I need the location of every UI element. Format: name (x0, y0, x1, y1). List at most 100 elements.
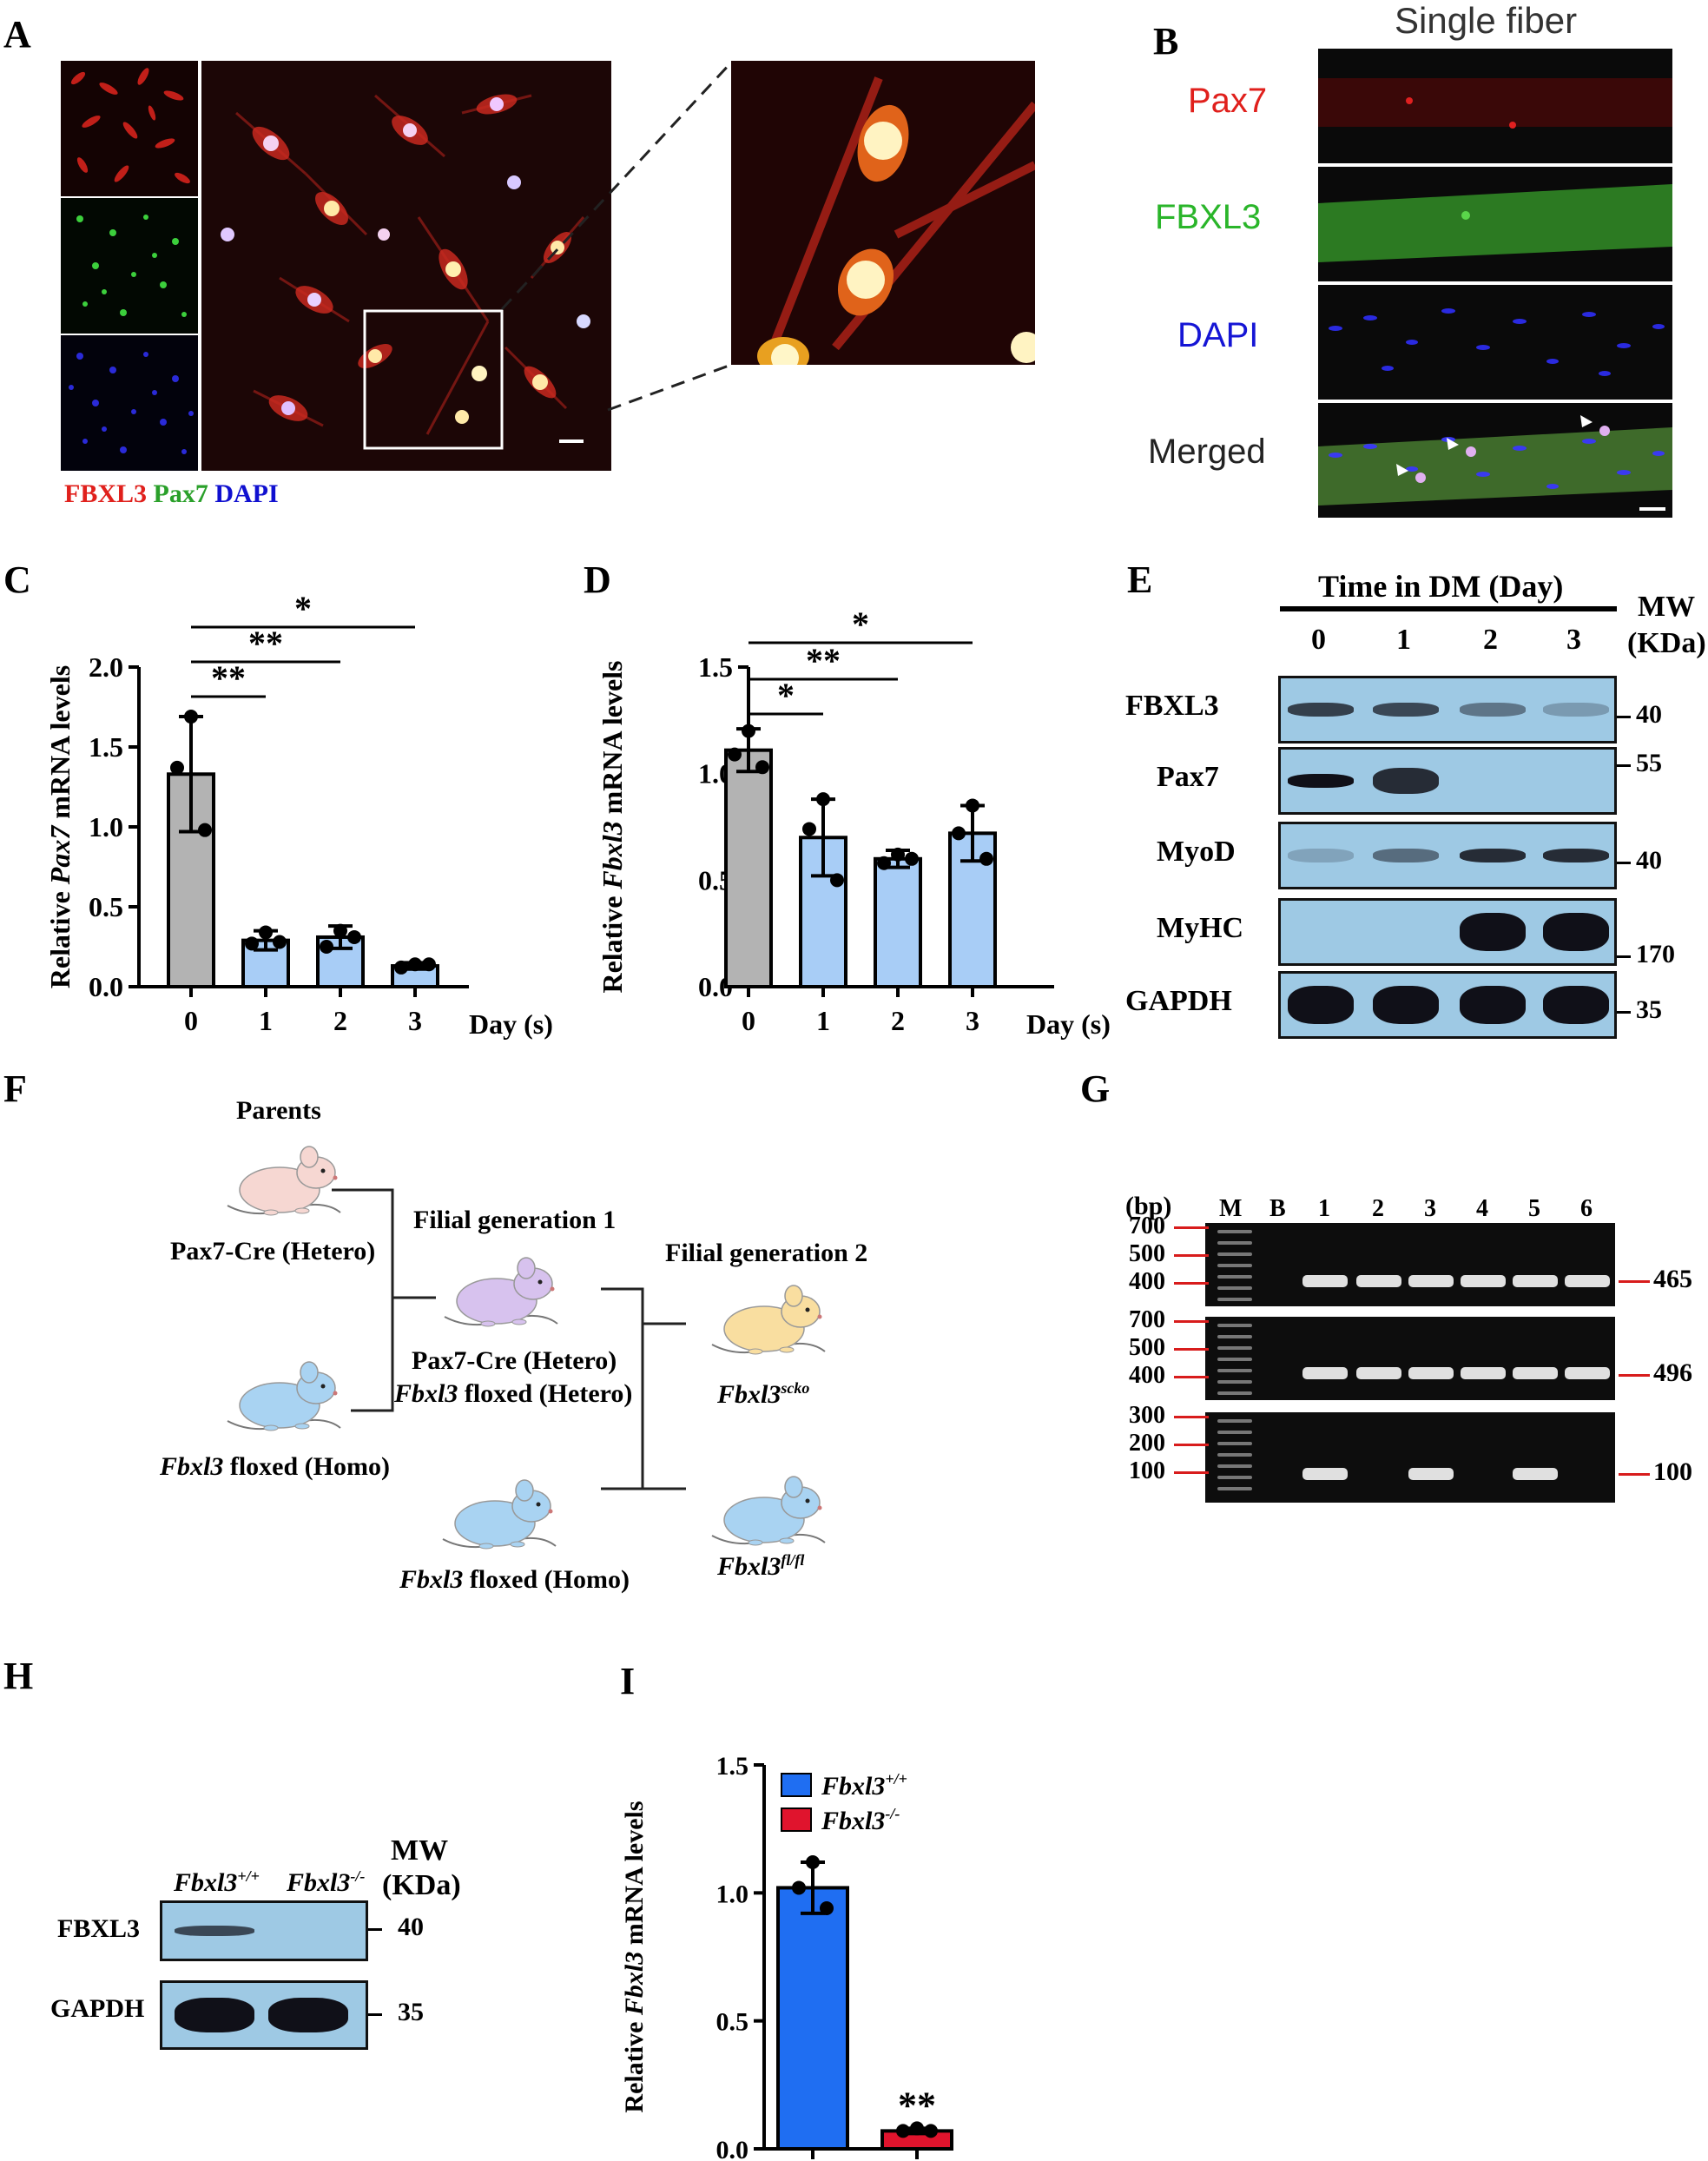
y-tick-label: 2.0 (89, 651, 123, 683)
ylabel-part: Relative (620, 2015, 649, 2112)
significance-label: ** (806, 641, 841, 680)
mouse-foot (510, 1541, 525, 1548)
lane-label: 2 (1372, 1195, 1384, 1222)
blot-strip (1278, 747, 1617, 815)
gene-italic: Fbxl3 (399, 1565, 464, 1594)
protein-band (175, 1926, 254, 1936)
panel-label-c: C (3, 558, 31, 601)
ylabel-gene: Pax7 (44, 824, 76, 886)
lane-label: 4 (1476, 1195, 1488, 1222)
ylabel-part: mRNA levels (597, 660, 628, 821)
mouse-eye (805, 1498, 810, 1503)
data-point (273, 935, 287, 949)
protein-band (1288, 774, 1354, 788)
data-point (877, 856, 891, 870)
blot-strip (160, 1900, 368, 1961)
mouse-nose (550, 1286, 555, 1292)
ladder-band (1217, 1431, 1252, 1434)
marker-line (1174, 1282, 1209, 1285)
mouse-foot (263, 1209, 279, 1216)
label-rest: floxed (Homo) (223, 1452, 390, 1481)
ladder-band (1217, 1346, 1252, 1350)
data-point (333, 923, 347, 938)
panel-label-e: E (1127, 558, 1153, 601)
panel-label-f: F (3, 1067, 27, 1110)
breeding-scheme (332, 1188, 686, 1490)
arrowhead-3 (1580, 415, 1593, 427)
mouse-nose (817, 1314, 822, 1319)
pcr-band (1513, 1468, 1558, 1480)
protein-band (1373, 986, 1439, 1024)
product-size-line (1619, 1374, 1650, 1377)
panel-label-g: G (1080, 1067, 1111, 1110)
arrowhead-1 (1447, 438, 1459, 450)
data-point (245, 936, 259, 951)
lane-label: 5 (1528, 1195, 1540, 1222)
single-fiber-title: Single fiber (1395, 0, 1578, 41)
blot-strip (1278, 676, 1617, 743)
ylabel-part: mRNA levels (44, 665, 76, 826)
ladder-band (1217, 1230, 1252, 1233)
ladder-band (1217, 1419, 1252, 1423)
data-point (806, 1854, 820, 1869)
x-tick-label: 0 (184, 1005, 198, 1036)
blot-strip (1278, 898, 1617, 966)
ylabel-gene: Fbxl3 (620, 1952, 649, 2016)
x-tick-label: 1 (816, 1005, 830, 1036)
blot-row-label: MyoD (1157, 836, 1236, 868)
chart-i: 0.0 0.5 1.0 1.5 Relative Fbxl3 mRNA levels **… (620, 1752, 953, 2161)
fiber-fbxl3-drawing (1318, 184, 1672, 262)
mouse-eye (320, 1384, 326, 1389)
mw-value: 55 (1636, 749, 1662, 777)
significance-label: * (852, 605, 869, 644)
pcr-band (1302, 1468, 1348, 1480)
data-point (347, 929, 361, 944)
mouse-ear (784, 1476, 803, 1498)
mouse-purple-icon (444, 1257, 558, 1327)
mouse-eye (320, 1168, 326, 1173)
blot-row-label: GAPDH (50, 1994, 145, 2023)
data-point (891, 847, 905, 862)
ladder-band (1217, 1264, 1252, 1267)
protein-band (1460, 986, 1526, 1024)
blot-strip (1278, 971, 1617, 1039)
mouse-foot (294, 1423, 310, 1430)
pcr-band (1565, 1367, 1610, 1379)
gene-italic: Fbxl3 (717, 1552, 781, 1581)
mw-value: 35 (398, 1998, 424, 2026)
lane-label: B (1269, 1195, 1286, 1222)
ladder-band (1217, 1252, 1252, 1256)
dapi-nuclei-drawing (69, 352, 194, 454)
product-size: 100 (1653, 1457, 1692, 1486)
data-point (259, 925, 273, 940)
legend-base: Fbxl3 (821, 1772, 885, 1801)
day-label: 2 (1483, 624, 1498, 656)
label-rest: floxed (Homo) (463, 1565, 630, 1594)
data-point (422, 957, 436, 972)
legend-dapi: DAPI (214, 479, 279, 508)
legend-sup: +/+ (885, 1770, 907, 1788)
pcr-band (1408, 1275, 1454, 1287)
ladder-band (1217, 1453, 1252, 1457)
data-point (755, 760, 769, 775)
mouse-ear (517, 1257, 536, 1279)
gel-strip (1205, 1317, 1615, 1400)
marker-size: 300 (1129, 1402, 1165, 1429)
product-size-line (1619, 1280, 1650, 1283)
fiber-dapi-image (1318, 285, 1672, 400)
mouse-foot (478, 1543, 494, 1550)
protein-band (175, 1998, 254, 2032)
fiber-dapi-drawing (1329, 308, 1665, 376)
genotype-sup: -/- (350, 1867, 366, 1885)
blot-row-label: MyHC (1157, 912, 1244, 944)
pcr-band (1302, 1275, 1348, 1287)
mw-value: 170 (1636, 940, 1675, 968)
row-label-merged: Merged (1148, 433, 1266, 471)
row-label-fbxl3: FBXL3 (1155, 198, 1262, 236)
marker-size: 400 (1129, 1268, 1165, 1295)
fiber-merged-drawing (1318, 415, 1672, 511)
ladder-band (1217, 1358, 1252, 1361)
ladder-band (1217, 1369, 1252, 1372)
marker-size: 700 (1129, 1306, 1165, 1333)
data-point (830, 873, 844, 888)
